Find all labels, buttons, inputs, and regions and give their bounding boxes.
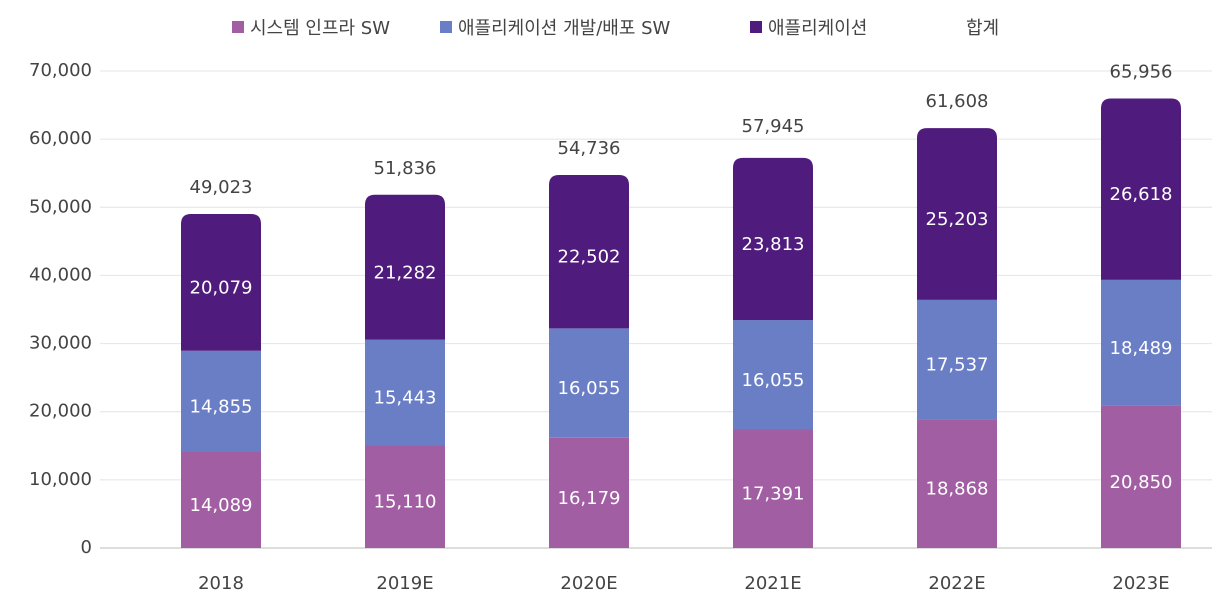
bar-segment <box>181 451 261 548</box>
total-label: 57,945 <box>742 116 805 137</box>
legend-label: 시스템 인프라 SW <box>250 18 390 39</box>
bar-segment <box>549 328 629 438</box>
bar-segment <box>917 419 997 548</box>
data-label: 17,391 <box>742 484 805 505</box>
x-tick-label: 2020E <box>560 573 617 594</box>
legend-label: 애플리케이션 <box>768 18 867 39</box>
data-label: 18,489 <box>1110 338 1173 359</box>
data-label: 23,813 <box>742 234 805 255</box>
total-label: 54,736 <box>558 138 621 159</box>
data-label: 21,282 <box>374 262 437 283</box>
y-tick-label: 40,000 <box>29 264 92 285</box>
y-tick-label: 70,000 <box>29 60 92 81</box>
total-label: 65,956 <box>1110 62 1173 83</box>
y-tick-label: 60,000 <box>29 128 92 149</box>
y-tick-label: 0 <box>81 537 92 558</box>
data-label: 25,203 <box>926 209 989 230</box>
bar-segment <box>1101 98 1181 280</box>
data-label: 16,179 <box>558 488 621 509</box>
data-label: 20,850 <box>1110 472 1173 493</box>
x-tick-label: 2022E <box>928 573 985 594</box>
legend-marker <box>440 21 452 33</box>
y-tick-label: 20,000 <box>29 401 92 422</box>
data-label: 22,502 <box>558 247 621 268</box>
x-tick-label: 2023E <box>1112 573 1169 594</box>
bar-segment <box>365 445 445 548</box>
legend-label: 합계 <box>966 18 999 39</box>
bar-segment <box>733 157 813 321</box>
bar-segment <box>365 194 445 340</box>
total-label: 61,608 <box>926 91 989 112</box>
data-label: 15,110 <box>374 492 437 513</box>
x-tick-label: 2021E <box>744 573 801 594</box>
legend-marker <box>750 21 762 33</box>
bar-segment <box>1101 405 1181 548</box>
legend-marker <box>232 21 244 33</box>
total-label: 51,836 <box>374 158 437 179</box>
y-tick-label: 50,000 <box>29 196 92 217</box>
bar-segment <box>549 437 629 548</box>
x-tick-label: 2018 <box>198 573 244 594</box>
data-label: 17,537 <box>926 355 989 376</box>
total-label: 49,023 <box>190 177 253 198</box>
bar-segment <box>365 339 445 446</box>
bar-segment <box>549 175 629 329</box>
data-label: 16,055 <box>558 378 621 399</box>
legend-label: 애플리케이션 개발/배포 SW <box>458 18 671 39</box>
bar-segment <box>181 350 261 452</box>
data-label: 16,055 <box>742 370 805 391</box>
data-label: 14,855 <box>190 396 253 417</box>
bar-segment <box>181 213 261 351</box>
data-label: 26,618 <box>1110 184 1173 205</box>
data-label: 20,079 <box>190 277 253 298</box>
bar-segment <box>917 128 997 300</box>
bar-segment <box>733 320 813 430</box>
bar-segment <box>1101 279 1181 406</box>
x-tick-label: 2019E <box>376 573 433 594</box>
data-label: 15,443 <box>374 387 437 408</box>
y-tick-label: 10,000 <box>29 469 92 490</box>
y-tick-label: 30,000 <box>29 333 92 354</box>
data-label: 14,089 <box>190 495 253 516</box>
data-label: 18,868 <box>926 479 989 500</box>
bar-segment <box>733 429 813 548</box>
bar-segment <box>917 299 997 420</box>
